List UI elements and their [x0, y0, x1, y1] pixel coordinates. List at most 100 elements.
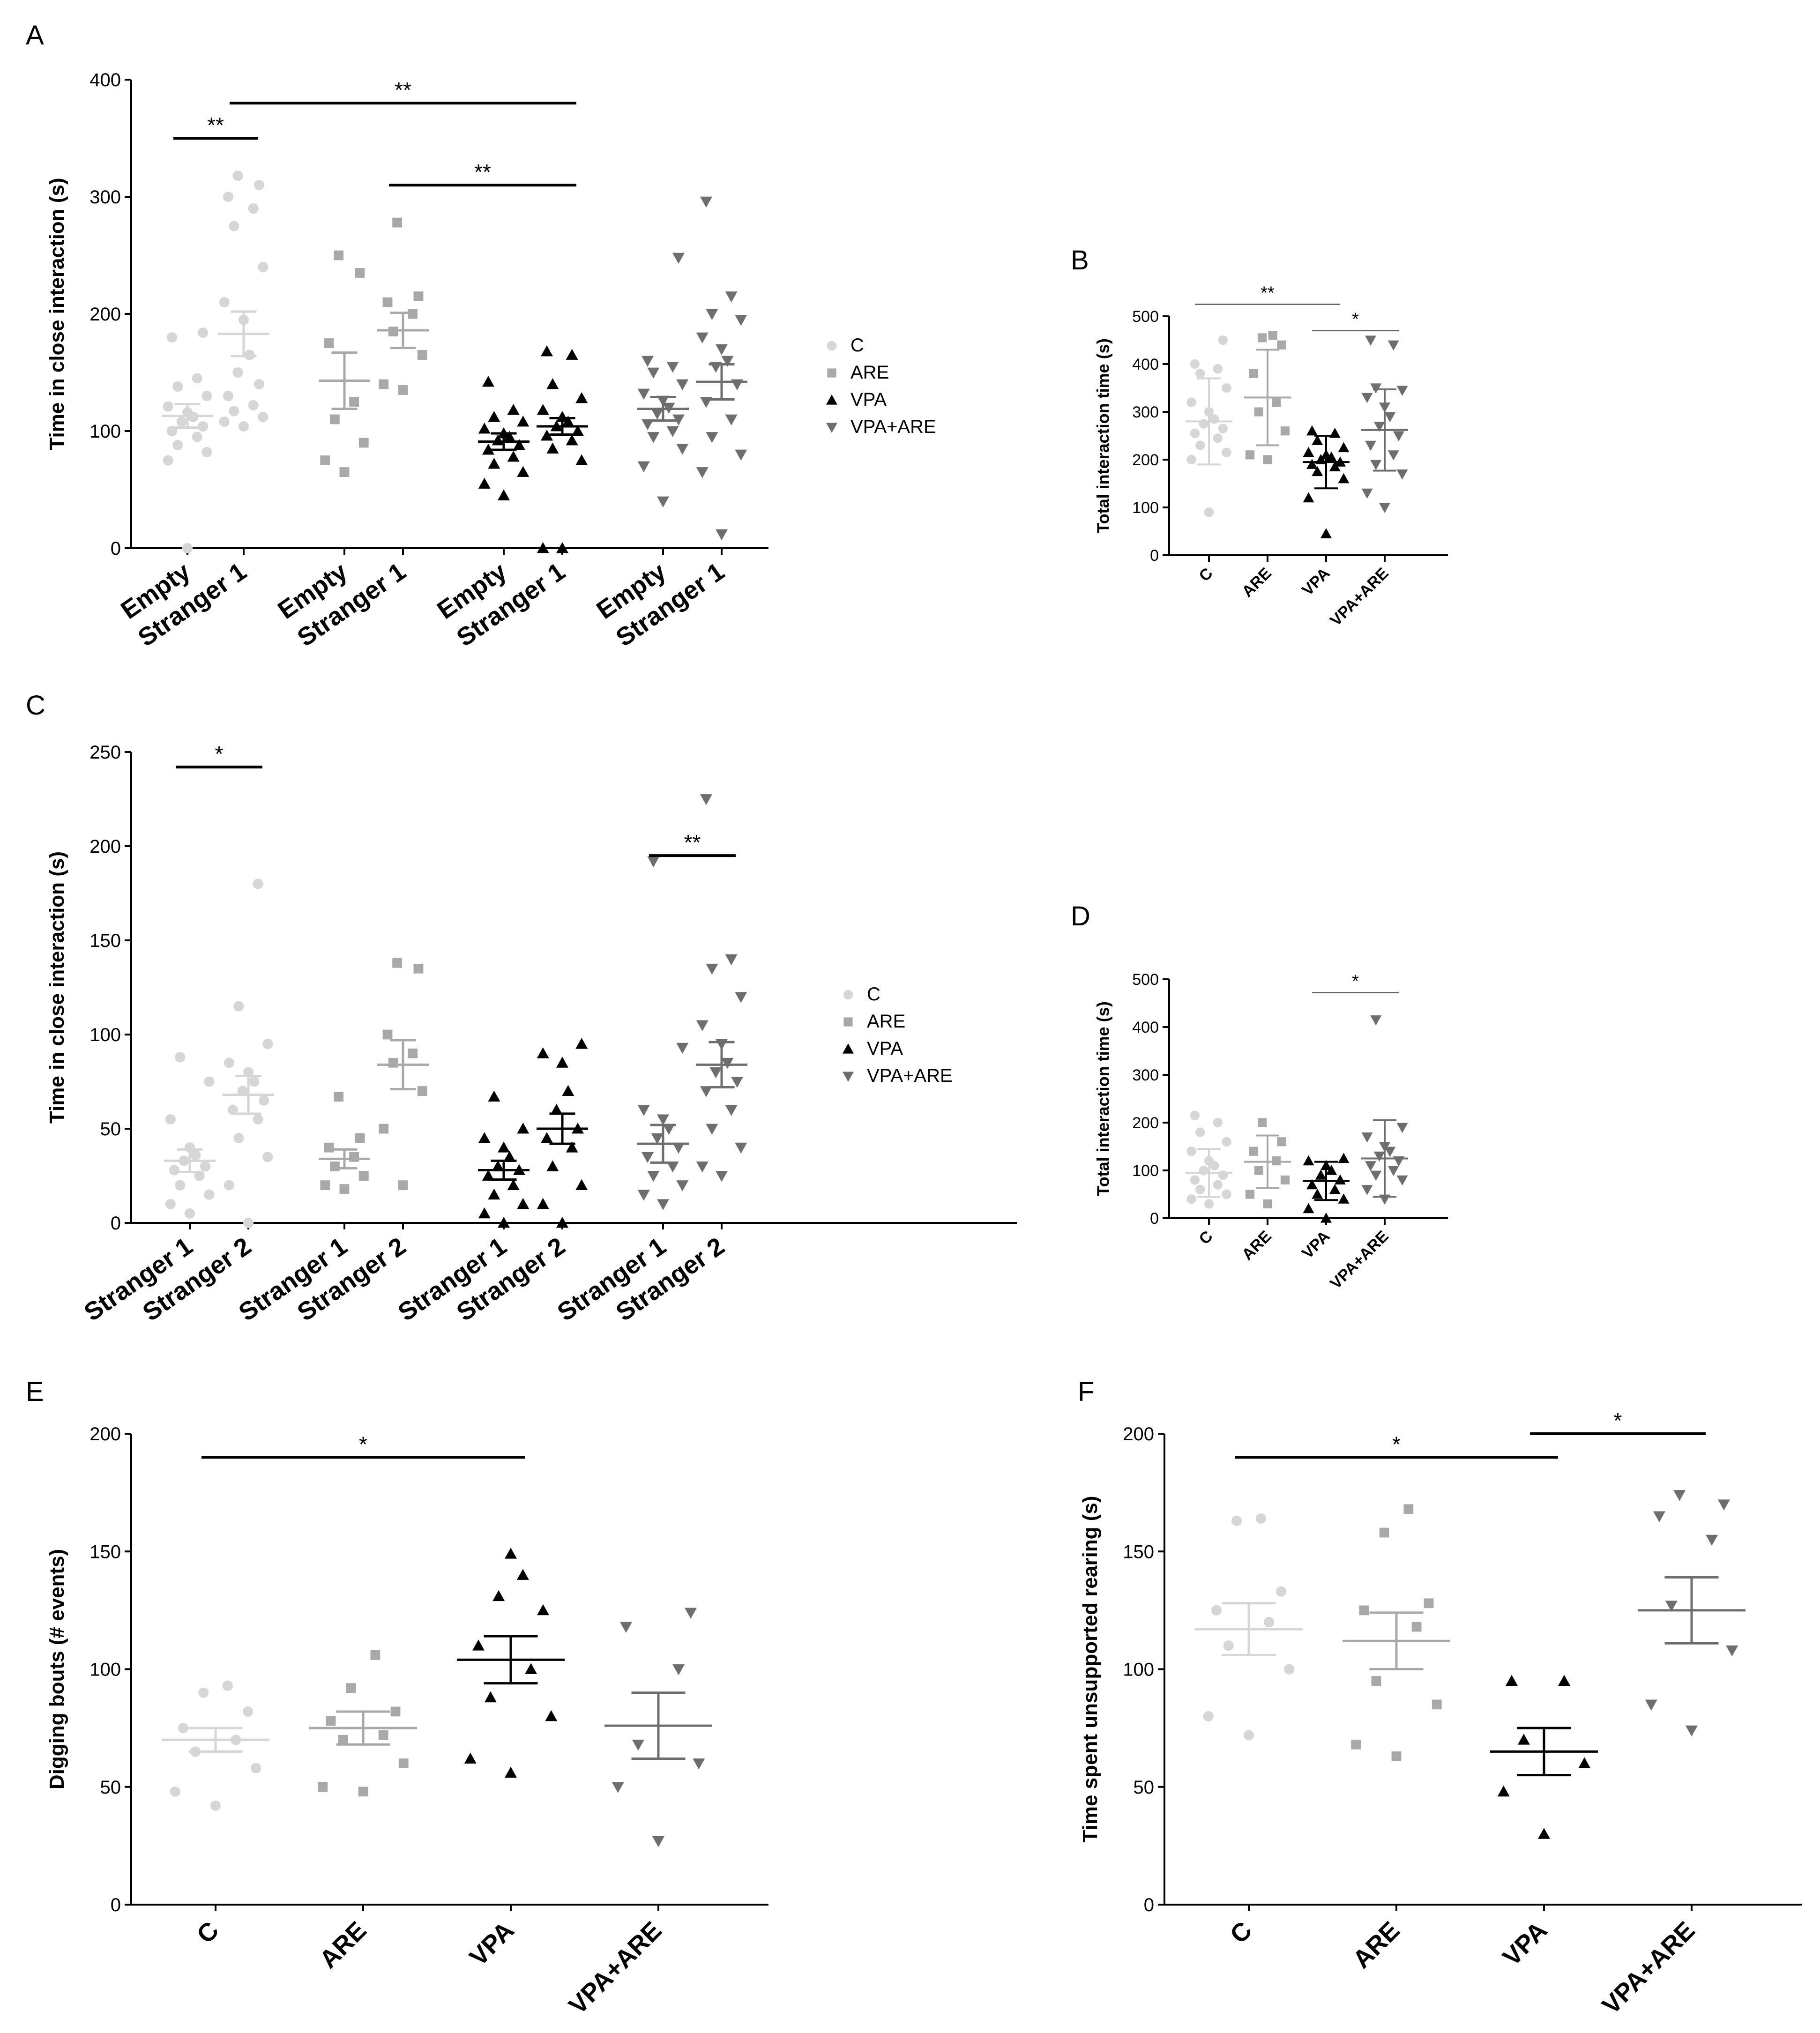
series-vpa-are: [1361, 1015, 1408, 1205]
series-vpa-are: [1361, 335, 1408, 513]
x-tick-label: ARE: [1238, 1227, 1275, 1264]
data-point: [731, 1077, 743, 1088]
data-point: [392, 958, 403, 968]
x-tick-label: VPA+ARE: [1327, 1227, 1392, 1292]
data-point: [1222, 1189, 1231, 1199]
data-point: [1218, 424, 1228, 433]
data-point: [1186, 1147, 1196, 1156]
data-point: [641, 356, 654, 367]
y-tick-label: 150: [90, 931, 121, 951]
data-point: [672, 1142, 685, 1154]
data-point: [1396, 1175, 1408, 1186]
data-point: [197, 327, 209, 338]
data-point: [1578, 1757, 1591, 1768]
data-point: [556, 542, 568, 553]
data-point: [498, 489, 510, 500]
data-point: [1272, 1156, 1281, 1166]
data-point: [1373, 1151, 1385, 1162]
data-point: [1338, 1153, 1350, 1163]
data-point: [1284, 1664, 1295, 1675]
data-point: [1706, 1534, 1718, 1546]
data-point: [1517, 1734, 1530, 1745]
x-tick-label: VPA: [464, 1916, 519, 1972]
data-point: [227, 1104, 239, 1115]
data-point: [253, 1114, 263, 1124]
data-point: [1558, 1675, 1571, 1686]
data-point: [696, 1020, 709, 1031]
data-point: [1686, 1725, 1698, 1737]
data-point: [358, 1787, 368, 1797]
data-point: [716, 344, 728, 355]
data-point: [725, 954, 738, 966]
y-tick-label: 0: [111, 538, 121, 559]
data-point: [488, 1090, 500, 1102]
data-point: [517, 1123, 530, 1134]
data-point: [478, 423, 491, 434]
data-point: [232, 367, 243, 378]
data-point: [1379, 503, 1390, 513]
legend-label: VPA: [850, 389, 887, 410]
legend-marker: [827, 368, 836, 378]
data-point: [1306, 459, 1318, 469]
series-c: [162, 170, 269, 554]
data-point: [575, 454, 588, 465]
data-point: [326, 1716, 336, 1726]
data-point: [517, 466, 530, 477]
series-c: [164, 879, 274, 1229]
data-point: [1338, 442, 1350, 453]
data-point: [251, 1763, 261, 1773]
data-point: [222, 1680, 233, 1691]
y-tick-label: 0: [1150, 1210, 1159, 1228]
data-point: [339, 467, 350, 477]
data-point: [172, 439, 183, 451]
data-point: [1365, 335, 1376, 346]
x-tick-label: VPA+ARE: [563, 1916, 667, 2020]
data-point: [706, 432, 718, 443]
significance-label: *: [1614, 1408, 1622, 1433]
data-point: [1370, 1170, 1382, 1181]
data-point: [566, 434, 578, 446]
legend-marker: [826, 395, 837, 405]
data-point: [219, 297, 230, 308]
data-point: [1315, 1169, 1327, 1180]
data-point: [392, 217, 403, 228]
series-vpa: [1490, 1675, 1598, 1839]
data-point: [165, 1114, 176, 1124]
data-point: [575, 392, 588, 403]
x-tick-label: VPA+ARE: [1596, 1916, 1700, 2020]
data-point: [641, 419, 654, 430]
legend-label: C: [867, 984, 880, 1005]
data-point: [672, 414, 685, 425]
data-point: [1497, 1785, 1510, 1797]
y-tick-label: 300: [1132, 403, 1159, 421]
data-point: [1365, 440, 1376, 451]
y-tick-label: 150: [90, 1542, 121, 1562]
data-point: [1335, 1174, 1346, 1184]
data-point: [1329, 1184, 1341, 1194]
legend-label: VPA+ARE: [850, 417, 936, 437]
data-point: [484, 1691, 497, 1703]
data-point: [1277, 340, 1286, 350]
data-point: [478, 477, 491, 489]
data-point: [709, 1067, 722, 1079]
data-point: [1264, 1616, 1275, 1628]
data-point: [1190, 1110, 1200, 1120]
data-point: [258, 411, 269, 423]
data-point: [545, 1710, 558, 1721]
data-point: [346, 1683, 356, 1693]
data-point: [210, 1800, 221, 1811]
data-point: [1320, 1213, 1332, 1223]
data-point: [700, 794, 712, 805]
legend-marker: [843, 1017, 853, 1027]
data-point: [1361, 393, 1373, 403]
data-point: [1204, 507, 1214, 517]
data-point: [201, 447, 212, 458]
y-tick-label: 200: [90, 1424, 121, 1445]
data-point: [537, 404, 549, 415]
legend: C ARE VPA VPA+ARE: [826, 335, 936, 437]
panel-d-letter: D: [1071, 901, 1090, 931]
legend-marker: [843, 1072, 854, 1082]
data-point: [370, 1650, 380, 1660]
data-point: [666, 1162, 679, 1173]
data-point: [163, 401, 173, 412]
